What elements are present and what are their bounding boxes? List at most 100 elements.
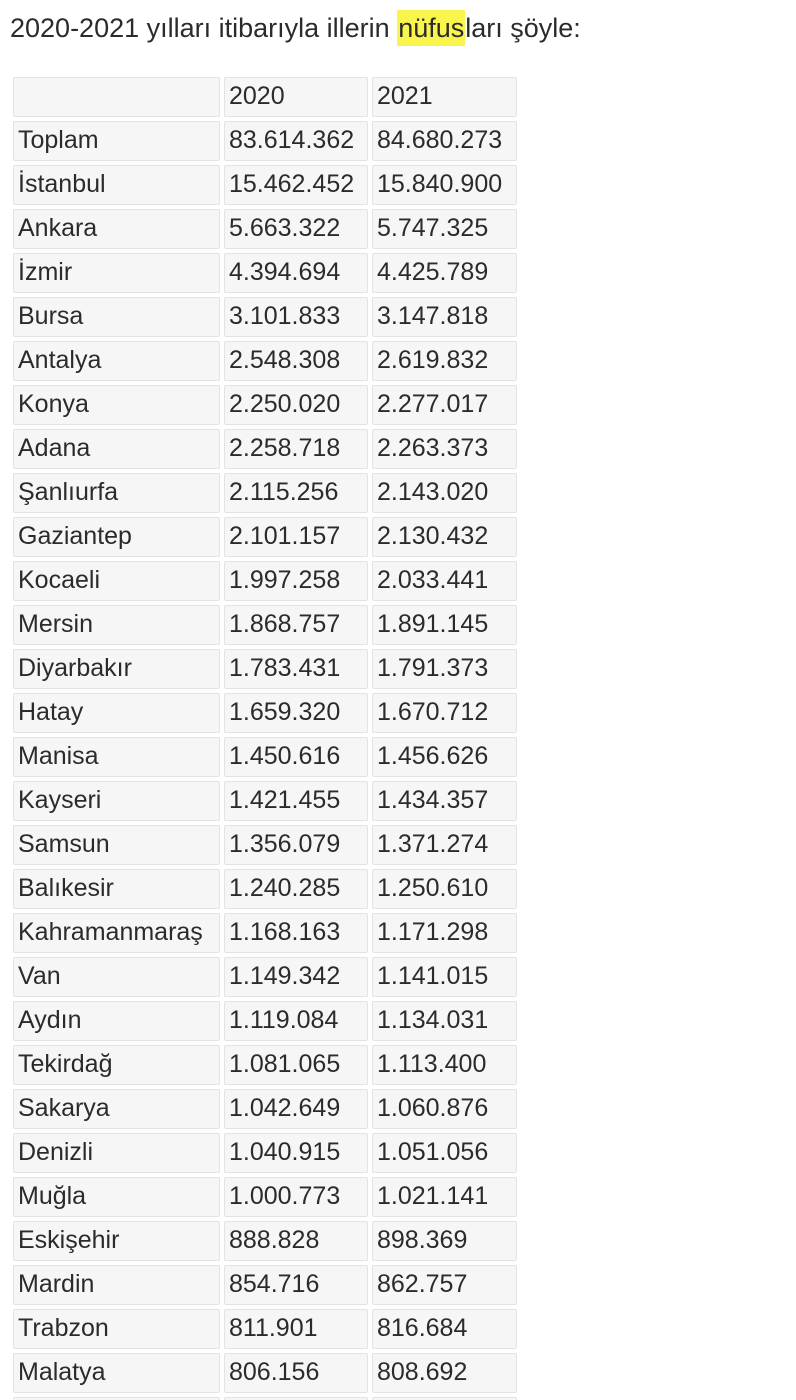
province-cell: Sakarya — [13, 1088, 220, 1129]
table-row: Van 1.149.342 1.141.015 — [13, 956, 517, 997]
population-2020-cell: 3.101.833 — [224, 296, 368, 337]
population-2021-cell: 816.684 — [372, 1308, 517, 1349]
population-2020-cell: 1.042.649 — [224, 1088, 368, 1129]
population-2020-cell: 2.101.157 — [224, 516, 368, 557]
table-row: Hatay 1.659.320 1.670.712 — [13, 692, 517, 733]
table-row: Antalya 2.548.308 2.619.832 — [13, 340, 517, 381]
table-row: Malatya 806.156 808.692 — [13, 1352, 517, 1393]
province-cell: İzmir — [13, 252, 220, 293]
table-row: Mersin 1.868.757 1.891.145 — [13, 604, 517, 645]
population-2020-cell: 1.421.455 — [224, 780, 368, 821]
province-cell — [13, 1396, 220, 1400]
province-cell: İstanbul — [13, 164, 220, 205]
table-row: Şanlıurfa 2.115.256 2.143.020 — [13, 472, 517, 513]
population-2020-cell: 1.659.320 — [224, 692, 368, 733]
population-2021-cell: 1.456.626 — [372, 736, 517, 777]
province-cell: Kahramanmaraş — [13, 912, 220, 953]
table-row: İzmir 4.394.694 4.425.789 — [13, 252, 517, 293]
province-cell: Gaziantep — [13, 516, 220, 557]
table-row: Konya 2.250.020 2.277.017 — [13, 384, 517, 425]
province-cell: Samsun — [13, 824, 220, 865]
population-2020-cell: 1.868.757 — [224, 604, 368, 645]
population-2021-cell: 2.263.373 — [372, 428, 517, 469]
population-2020-cell: 15.462.452 — [224, 164, 368, 205]
population-2020-cell: 806.156 — [224, 1352, 368, 1393]
table-row: Kayseri 1.421.455 1.434.357 — [13, 780, 517, 821]
table-row: Kocaeli 1.997.258 2.033.441 — [13, 560, 517, 601]
population-2020-cell: 5.663.322 — [224, 208, 368, 249]
table-body: Toplam 83.614.362 84.680.273 İstanbul 15.462… — [13, 120, 517, 1400]
province-cell: Ankara — [13, 208, 220, 249]
table-row: Ankara 5.663.322 5.747.325 — [13, 208, 517, 249]
population-2021-cell: 2.619.832 — [372, 340, 517, 381]
header-row: 2020 2021 — [13, 76, 517, 117]
table-row: Manisa 1.450.616 1.456.626 — [13, 736, 517, 777]
population-2020-cell: 2.548.308 — [224, 340, 368, 381]
table-row: Tekirdağ 1.081.065 1.113.400 — [13, 1044, 517, 1085]
population-2020-cell: 854.716 — [224, 1264, 368, 1305]
province-cell: Kocaeli — [13, 560, 220, 601]
province-cell: Eskişehir — [13, 1220, 220, 1261]
col-header-2020: 2020 — [224, 76, 368, 117]
table-row: Gaziantep 2.101.157 2.130.432 — [13, 516, 517, 557]
province-cell: Konya — [13, 384, 220, 425]
col-header-province — [13, 76, 220, 117]
population-2021-cell: 5.747.325 — [372, 208, 517, 249]
province-cell: Şanlıurfa — [13, 472, 220, 513]
population-2021-cell: 808.692 — [372, 1352, 517, 1393]
population-2021-cell: 2.033.441 — [372, 560, 517, 601]
population-2021-cell: 1.134.031 — [372, 1000, 517, 1041]
title-text-after-highlight: ları şöyle: — [465, 13, 581, 43]
table-row: Bursa 3.101.833 3.147.818 — [13, 296, 517, 337]
population-2021-cell: 2.130.432 — [372, 516, 517, 557]
col-header-2021: 2021 — [372, 76, 517, 117]
population-2020-cell: 2.250.020 — [224, 384, 368, 425]
table-row: Samsun 1.356.079 1.371.274 — [13, 824, 517, 865]
page-title: 2020-2021 yılları itibarıyla illerin nüf… — [10, 10, 786, 46]
population-2021-cell: 1.250.610 — [372, 868, 517, 909]
population-2020-cell: 1.040.915 — [224, 1132, 368, 1173]
province-cell: Kayseri — [13, 780, 220, 821]
population-2020-cell: 888.828 — [224, 1220, 368, 1261]
population-2021-cell: 1.171.298 — [372, 912, 517, 953]
population-2021-cell: 1.141.015 — [372, 956, 517, 997]
province-cell: Toplam — [13, 120, 220, 161]
province-cell: Adana — [13, 428, 220, 469]
population-2021-cell: 84.680.273 — [372, 120, 517, 161]
population-2020-cell: 811.901 — [224, 1308, 368, 1349]
province-cell: Denizli — [13, 1132, 220, 1173]
table-row: İstanbul 15.462.452 15.840.900 — [13, 164, 517, 205]
partial-row — [13, 1396, 517, 1400]
province-cell: Tekirdağ — [13, 1044, 220, 1085]
population-2021-cell: 862.757 — [372, 1264, 517, 1305]
table-row: Denizli 1.040.915 1.051.056 — [13, 1132, 517, 1173]
population-2020-cell — [224, 1396, 368, 1400]
population-2021-cell: 1.434.357 — [372, 780, 517, 821]
population-table: 2020 2021 Toplam 83.614.362 84.680.273 İsta… — [9, 73, 521, 1400]
population-2021-cell: 4.425.789 — [372, 252, 517, 293]
population-2020-cell: 1.450.616 — [224, 736, 368, 777]
population-2020-cell: 1.783.431 — [224, 648, 368, 689]
province-cell: Van — [13, 956, 220, 997]
table-row: Adana 2.258.718 2.263.373 — [13, 428, 517, 469]
population-2021-cell: 1.371.274 — [372, 824, 517, 865]
population-2021-cell: 1.021.141 — [372, 1176, 517, 1217]
population-2020-cell: 1.356.079 — [224, 824, 368, 865]
province-cell: Diyarbakır — [13, 648, 220, 689]
population-2021-cell: 1.791.373 — [372, 648, 517, 689]
table-row: Kahramanmaraş 1.168.163 1.171.298 — [13, 912, 517, 953]
population-2021-cell: 15.840.900 — [372, 164, 517, 205]
population-2021-cell: 898.369 — [372, 1220, 517, 1261]
title-text-before-highlight: 2020-2021 yılları itibarıyla illerin — [10, 13, 398, 43]
province-cell: Mardin — [13, 1264, 220, 1305]
table-header: 2020 2021 — [13, 76, 517, 117]
province-cell: Trabzon — [13, 1308, 220, 1349]
population-2020-cell: 1.000.773 — [224, 1176, 368, 1217]
table-row: Sakarya 1.042.649 1.060.876 — [13, 1088, 517, 1129]
population-2021-cell: 2.143.020 — [372, 472, 517, 513]
population-2021-cell: 1.670.712 — [372, 692, 517, 733]
population-2020-cell: 2.115.256 — [224, 472, 368, 513]
population-2021-cell — [372, 1396, 517, 1400]
province-cell: Aydın — [13, 1000, 220, 1041]
population-2020-cell: 2.258.718 — [224, 428, 368, 469]
